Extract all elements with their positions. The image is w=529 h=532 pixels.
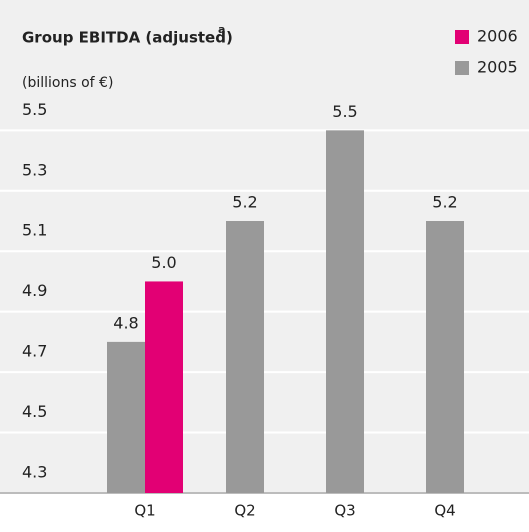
bar <box>326 130 364 494</box>
value-label: 5.2 <box>232 193 257 212</box>
legend-swatch <box>455 30 469 44</box>
y-tick-label: 5.3 <box>22 160 47 179</box>
legend-swatch <box>455 61 469 75</box>
y-tick-label: 4.3 <box>22 463 47 482</box>
value-label: 5.5 <box>332 102 357 121</box>
chart-title: Group EBITDA (adjusted) <box>22 29 233 47</box>
legend-label: 2005 <box>477 58 518 77</box>
y-tick-label: 5.5 <box>22 100 47 119</box>
bar <box>145 281 183 493</box>
value-label: 5.0 <box>151 253 176 272</box>
bar <box>226 221 264 493</box>
bar <box>107 341 145 493</box>
y-tick-label: 4.5 <box>22 402 47 421</box>
y-tick-label: 4.7 <box>22 342 47 361</box>
legend-label: 2006 <box>477 27 518 46</box>
y-tick-label: 4.9 <box>22 281 47 300</box>
x-tick-label: Q4 <box>434 502 455 520</box>
y-tick-label: 5.1 <box>22 221 47 240</box>
title-note: a <box>218 23 225 36</box>
x-tick-label: Q3 <box>334 502 355 520</box>
bar <box>426 221 464 493</box>
x-tick-label: Q2 <box>234 502 255 520</box>
chart-subtitle: (billions of €) <box>22 75 113 91</box>
x-tick-label: Q1 <box>134 502 155 520</box>
value-label: 4.8 <box>113 313 138 332</box>
value-label: 5.2 <box>432 193 457 212</box>
